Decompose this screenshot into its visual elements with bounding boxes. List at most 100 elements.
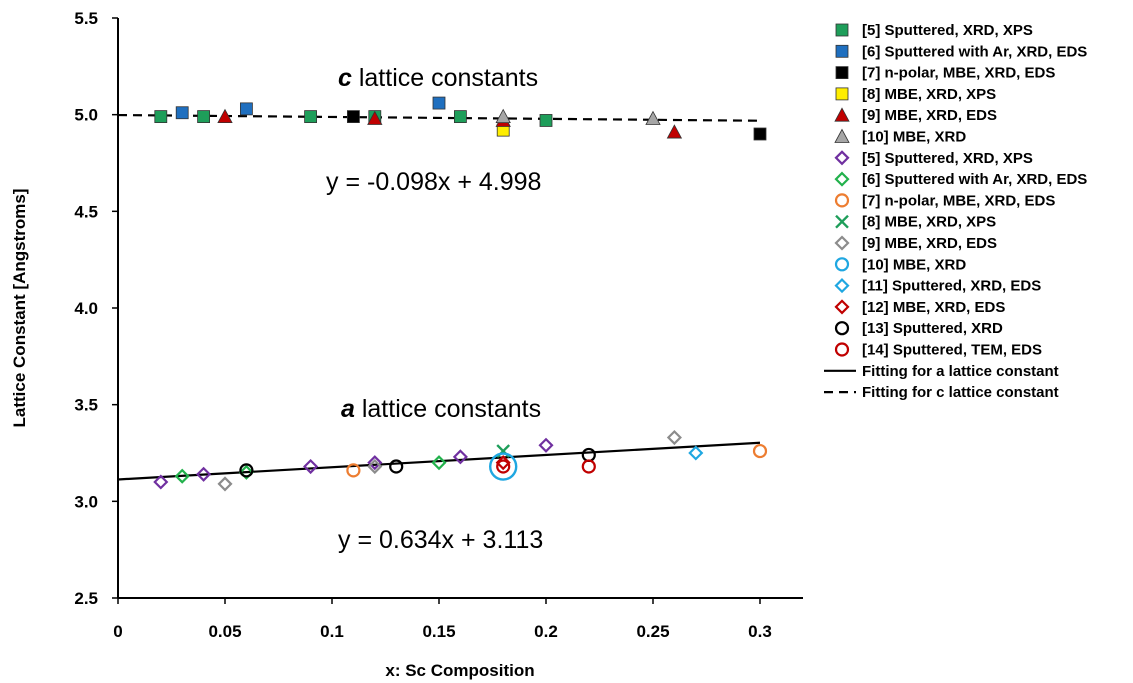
- data-point-series-0: [539, 114, 553, 127]
- legend-entry-label: [5] Sputtered, XRD, XPS: [862, 22, 1033, 39]
- legend-entry-label: [7] n-polar, MBE, XRD, EDS: [862, 192, 1055, 209]
- legend-marker: [834, 128, 850, 143]
- legend-marker: [834, 193, 850, 208]
- data-point-series-8: [346, 463, 361, 478]
- plot-frame: [118, 18, 803, 598]
- y-tick-label: 4.5: [74, 202, 98, 221]
- legend-entry-label: [13] Sputtered, XRD: [862, 320, 1003, 337]
- legend-marker: [835, 23, 849, 37]
- x-tick-label: 0.05: [208, 622, 241, 641]
- legend-entry-label: [14] Sputtered, TEM, EDS: [862, 342, 1042, 359]
- y-axis-title: Lattice Constant [Angstroms]: [10, 189, 29, 428]
- legend-marker: [834, 107, 850, 122]
- y-tick-label: 5.0: [74, 106, 98, 125]
- data-point-series-12: [688, 445, 704, 461]
- data-point-series-14: [581, 447, 596, 463]
- data-point-series-5: [645, 110, 661, 125]
- plot-area: 0 0.05 0.1 0.15 0.2 0.25 0.3 2.5 3.0 3.5 4.0 4.5 5.…: [74, 9, 803, 641]
- legend-entry-label: [12] MBE, XRD, EDS: [862, 299, 1005, 316]
- legend-entry-label: [10] MBE, XRD: [862, 256, 966, 273]
- x-tick-label: 0: [113, 622, 122, 641]
- legend-marker: [834, 257, 850, 272]
- data-point-series-10: [666, 429, 682, 446]
- legend-entry-label: [5] Sputtered, XRD, XPS: [862, 150, 1033, 167]
- y-tick-label: 2.5: [74, 589, 98, 608]
- data-point-series-4: [217, 108, 233, 123]
- data-point-series-4: [666, 124, 683, 139]
- legend-entry-label: Fitting for c lattice constant: [862, 384, 1059, 401]
- data-point-series-0: [197, 110, 211, 123]
- legend-entry-label: Fitting for a lattice constant: [862, 363, 1059, 380]
- data-point-series-0: [304, 110, 318, 123]
- data-point-series-15: [581, 459, 596, 474]
- data-point-series-10: [217, 476, 233, 492]
- data-point-series-7: [431, 455, 447, 471]
- y-tick-label: 5.5: [74, 9, 98, 28]
- data-point-series-5: [495, 108, 511, 123]
- y-tick-label: 3.5: [74, 396, 98, 415]
- a-annotation-title: a lattice constants: [341, 395, 541, 423]
- data-point-series-2: [753, 127, 767, 141]
- legend-marker: [834, 235, 850, 251]
- data-point-series-15: [496, 459, 511, 474]
- legend-entry-label: [7] n-polar, MBE, XRD, EDS: [862, 65, 1055, 82]
- x-ticks: 0 0.05 0.1 0.15 0.2 0.25 0.3: [113, 598, 772, 641]
- legend-marker: [834, 150, 850, 166]
- legend-entry-label: [10] MBE, XRD: [862, 129, 966, 146]
- y-ticks: 2.5 3.0 3.5 4.0 4.5 5.0 5.5: [74, 9, 118, 608]
- data-point-series-6: [367, 455, 383, 471]
- c-fit-line: [117, 113, 761, 122]
- x-tick-label: 0.25: [636, 622, 669, 641]
- data-point-series-6: [452, 449, 468, 465]
- data-point-series-0: [154, 110, 168, 123]
- x-tick-label: 0.3: [748, 622, 772, 641]
- data-points: [153, 96, 768, 492]
- x-tick-label: 0.15: [422, 622, 455, 641]
- c-annotation-title: c lattice constants: [338, 64, 538, 92]
- legend-marker: [835, 66, 849, 79]
- data-point-series-6: [153, 474, 169, 490]
- data-point-series-14: [239, 463, 254, 478]
- legend-marker: [834, 321, 850, 336]
- x-tick-label: 0.2: [534, 622, 558, 641]
- data-point-series-10: [367, 458, 383, 475]
- data-point-series-1: [432, 96, 446, 110]
- c-fit-equation: y = -0.098x + 4.998: [326, 168, 541, 196]
- y-tick-label: 3.0: [74, 492, 98, 511]
- data-point-series-4: [367, 110, 383, 125]
- legend-marker: [834, 171, 850, 187]
- legend-marker: [835, 87, 849, 101]
- data-point-series-14: [389, 459, 404, 474]
- y-tick-label: 4.0: [74, 299, 98, 318]
- legend-marker: [835, 44, 849, 58]
- data-point-series-13: [495, 455, 511, 471]
- x-tick-label: 0.1: [320, 622, 344, 641]
- data-point-series-7: [238, 464, 254, 480]
- data-point-series-2: [346, 110, 360, 123]
- data-point-series-7: [174, 468, 190, 484]
- legend-marker: [834, 278, 850, 294]
- data-point-series-6: [196, 466, 212, 482]
- data-point-series-1: [239, 102, 253, 116]
- a-fit-line: [117, 441, 761, 481]
- x-axis-title: x: Sc Composition: [385, 661, 534, 680]
- legend-entry-label: [11] Sputtered, XRD, EDS: [862, 278, 1041, 295]
- data-point-series-8: [752, 443, 768, 459]
- legend-entry-label: [9] MBE, XRD, EDS: [862, 235, 997, 252]
- legend-marker: [834, 342, 850, 357]
- data-point-series-1: [175, 106, 189, 120]
- data-point-series-11: [489, 452, 518, 481]
- legend-entry-label: [9] MBE, XRD, EDS: [862, 107, 997, 124]
- legend-entry-label: [8] MBE, XRD, XPS: [862, 86, 996, 103]
- legend-marker: [835, 214, 849, 229]
- legend-entry-label: [6] Sputtered with Ar, XRD, EDS: [862, 171, 1087, 188]
- data-point-series-6: [538, 437, 554, 453]
- legend: [5] Sputtered, XRD, XPS [6] Sputtered wit…: [824, 22, 1087, 401]
- x-marker-stroke: [835, 214, 849, 229]
- a-fit-equation: y = 0.634x + 3.113: [338, 526, 543, 554]
- legend-entry-label: [6] Sputtered with Ar, XRD, EDS: [862, 43, 1087, 60]
- legend-entry-label: [8] MBE, XRD, XPS: [862, 214, 996, 231]
- data-point-series-0: [453, 110, 467, 123]
- legend-marker: [834, 299, 850, 315]
